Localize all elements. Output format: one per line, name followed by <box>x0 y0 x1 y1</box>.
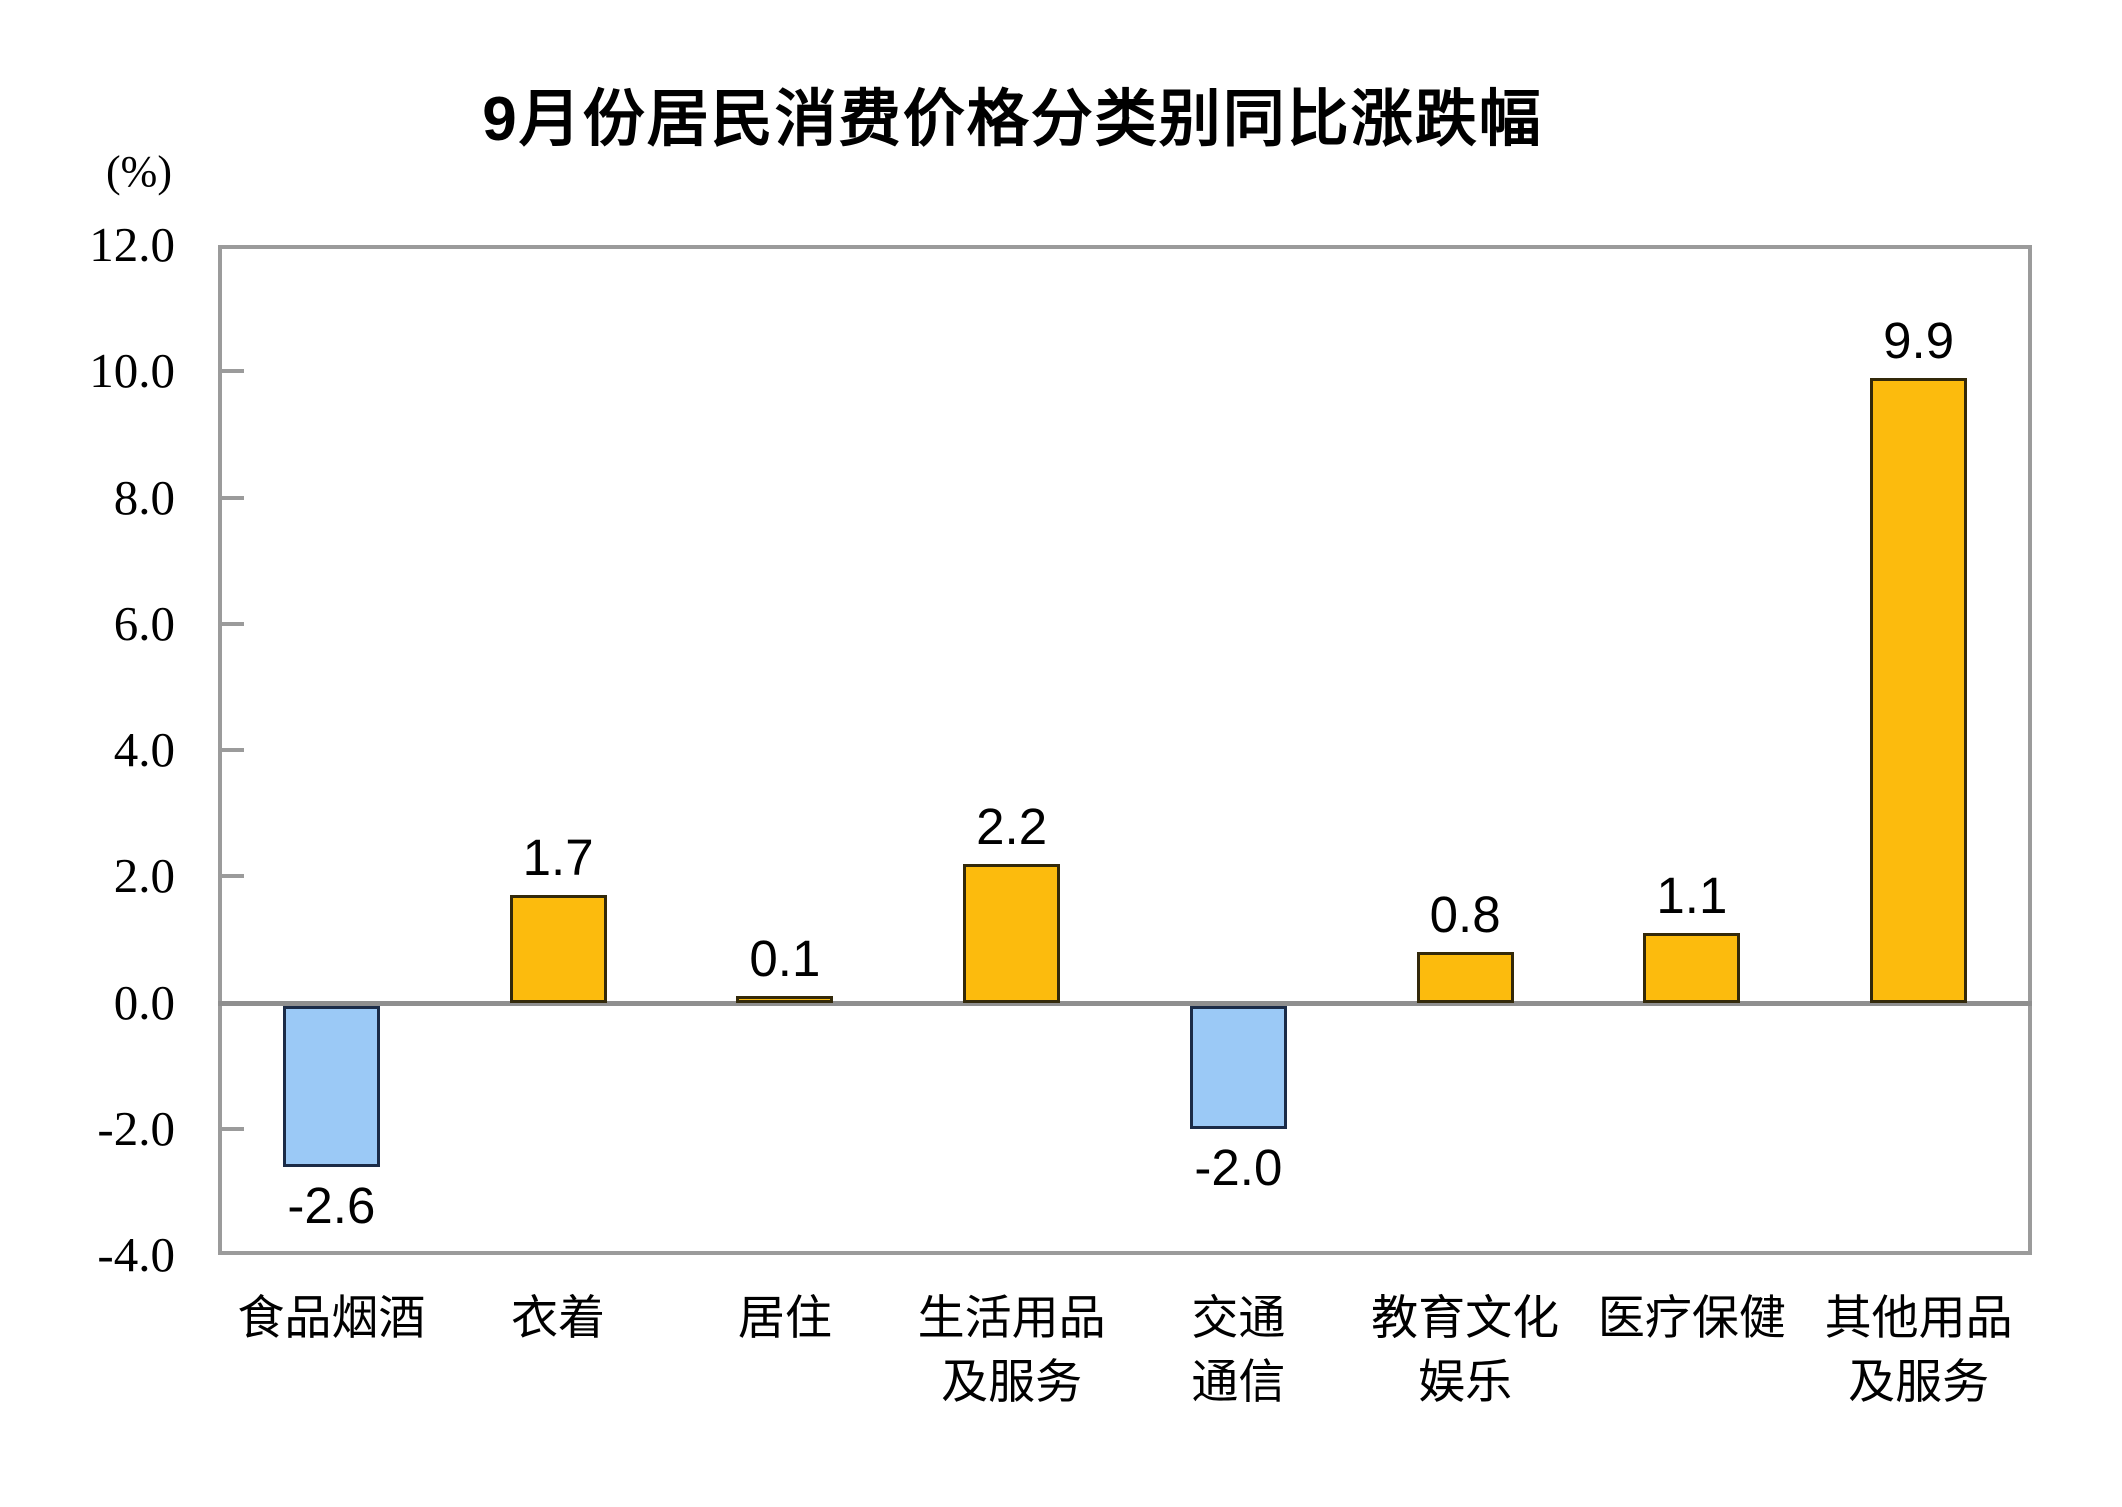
x-axis-label-household-goods-services: 生活用品 及服务 <box>917 1291 1106 1408</box>
y-axis-tick-mark <box>222 495 244 500</box>
y-axis-tick-label: 0.0 <box>113 974 175 1030</box>
bar-value-label-food-tobacco-alcohol: -2.6 <box>287 1176 376 1234</box>
y-axis-tick-mark <box>222 874 244 879</box>
bar-value-label-clothing: 1.7 <box>522 829 594 887</box>
x-axis-label-food-tobacco-alcohol: 食品烟酒 <box>237 1291 426 1344</box>
y-axis-tick-label: 6.0 <box>113 595 175 651</box>
bar-household-goods-services <box>963 863 1061 1003</box>
y-axis-tick-mark <box>222 621 244 626</box>
y-axis-tick-mark <box>222 369 244 374</box>
y-axis-unit-label: (%) <box>106 147 172 196</box>
bar-value-label-housing: 0.1 <box>749 930 821 988</box>
bar-value-label-household-goods-services: 2.2 <box>976 797 1048 855</box>
bar-housing <box>736 996 834 1003</box>
bar-other-goods-services <box>1870 377 1968 1003</box>
chart-title: 9月份居民消费价格分类别同比涨跌幅 <box>482 85 1543 154</box>
x-axis-label-healthcare: 医疗保健 <box>1597 1291 1786 1344</box>
y-axis-tick-label: 12.0 <box>89 217 175 272</box>
y-axis-tick-label: 8.0 <box>113 469 175 525</box>
y-axis-tick-label: 4.0 <box>113 722 175 777</box>
y-axis-tick-mark <box>222 748 244 752</box>
bar-transport-communication <box>1189 1006 1287 1129</box>
plot-area <box>218 245 2032 1255</box>
bar-value-label-education-culture-entertainment: 0.8 <box>1429 886 1501 943</box>
x-axis-label-other-goods-services: 其他用品 及服务 <box>1824 1291 2013 1408</box>
x-axis-label-transport-communication: 交通 通信 <box>1191 1291 1286 1408</box>
bar-value-label-transport-communication: -2.0 <box>1194 1138 1283 1196</box>
x-axis-label-clothing: 衣着 <box>511 1291 606 1344</box>
bar-value-label-other-goods-services: 9.9 <box>1883 311 1955 369</box>
bar-food-tobacco-alcohol <box>282 1006 380 1167</box>
y-axis-tick-mark <box>222 1126 244 1131</box>
x-axis-label-education-culture-entertainment: 教育文化 娱乐 <box>1371 1291 1560 1408</box>
bar-healthcare <box>1643 933 1741 1003</box>
x-axis-label-housing: 居住 <box>737 1291 832 1344</box>
y-axis-tick-label: 2.0 <box>113 848 175 904</box>
y-axis-tick-label: 10.0 <box>89 343 175 399</box>
bar-value-label-healthcare: 1.1 <box>1656 867 1728 925</box>
bar-clothing <box>509 895 607 1003</box>
bar-education-culture-entertainment <box>1416 952 1514 1003</box>
zero-baseline <box>218 1001 2032 1006</box>
y-axis-tick-label: -2.0 <box>97 1100 175 1156</box>
y-axis-tick-label: -4.0 <box>97 1227 175 1282</box>
